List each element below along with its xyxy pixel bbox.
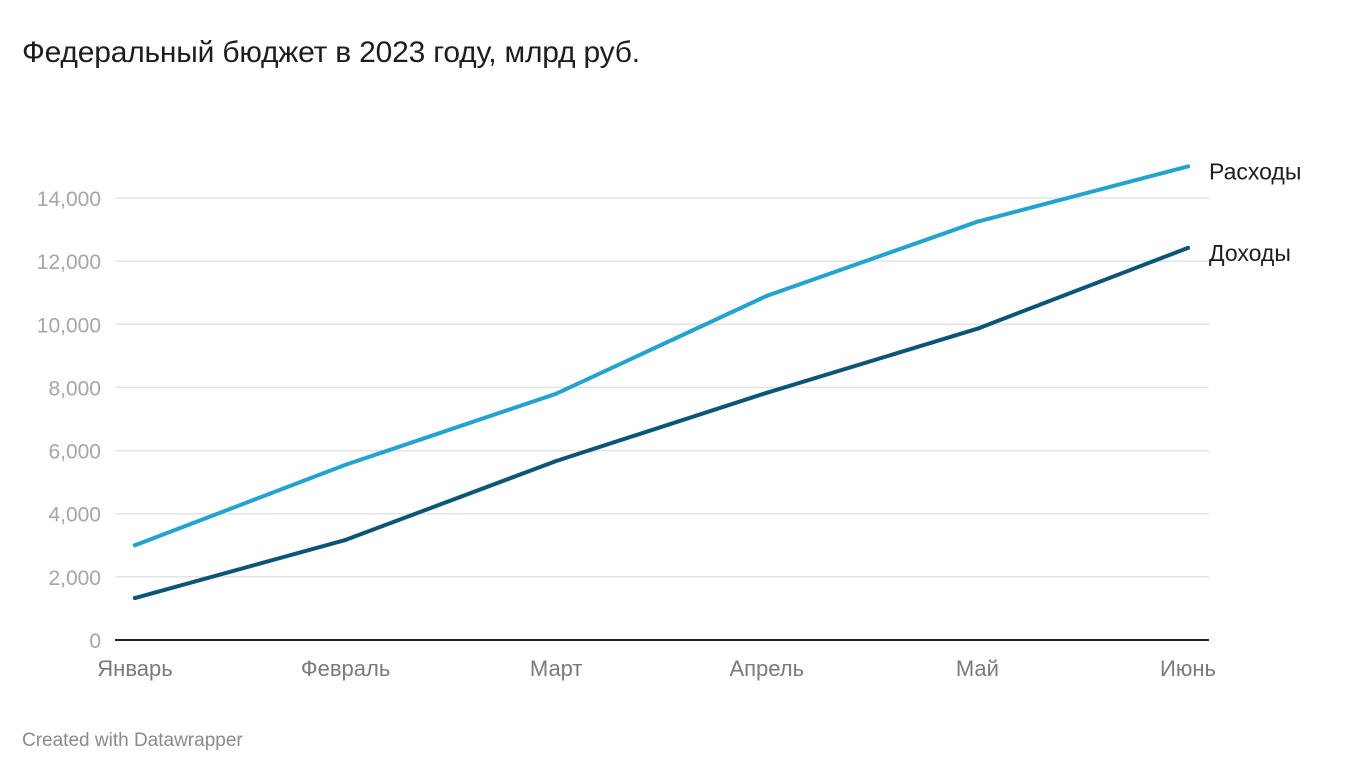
- data-point: [1186, 164, 1190, 169]
- data-point: [133, 543, 137, 548]
- chart-title: Федеральный бюджет в 2023 году, млрд руб…: [22, 36, 640, 69]
- data-point: [133, 596, 137, 601]
- data-point: [764, 293, 769, 298]
- y-tick-label: 2,000: [48, 567, 101, 590]
- gridlines: [115, 197, 1209, 578]
- data-point: [343, 462, 348, 467]
- series-label: Расходы: [1209, 158, 1301, 184]
- series-lines: [133, 164, 1190, 601]
- x-axis-ticks: Январь Февраль Март Апрель Май Июнь: [97, 656, 1216, 681]
- x-tick-label: Май: [956, 656, 999, 681]
- x-tick-label: Февраль: [301, 656, 390, 681]
- data-point: [1186, 245, 1190, 250]
- y-tick-label: 6,000: [48, 441, 101, 464]
- series-line-expenses: [133, 164, 1190, 548]
- x-tick-label: Июнь: [1160, 656, 1216, 681]
- data-point: [343, 537, 348, 542]
- y-tick-label: 14,000: [37, 188, 101, 211]
- data-point: [975, 326, 980, 331]
- y-tick-label: 12,000: [37, 251, 101, 274]
- y-tick-label: 0: [89, 630, 101, 653]
- y-axis-ticks: 0 2,000 4,000 6,000 8,000 10,000 12,000 14,000: [37, 188, 101, 653]
- data-point: [554, 391, 559, 396]
- x-tick-label: Апрель: [729, 656, 804, 681]
- x-tick-label: Март: [530, 656, 583, 681]
- y-tick-label: 4,000: [48, 504, 101, 527]
- data-point: [764, 390, 769, 395]
- data-point: [975, 219, 980, 224]
- x-tick-label: Январь: [97, 656, 172, 681]
- y-tick-label: 8,000: [48, 377, 101, 400]
- series-labels: Расходы Доходы: [1209, 158, 1301, 265]
- y-tick-label: 10,000: [37, 314, 101, 337]
- series-label: Доходы: [1209, 240, 1291, 266]
- credit-footer: Created with Datawrapper: [22, 730, 243, 751]
- series-line-revenues: [133, 245, 1190, 601]
- data-point: [554, 458, 559, 463]
